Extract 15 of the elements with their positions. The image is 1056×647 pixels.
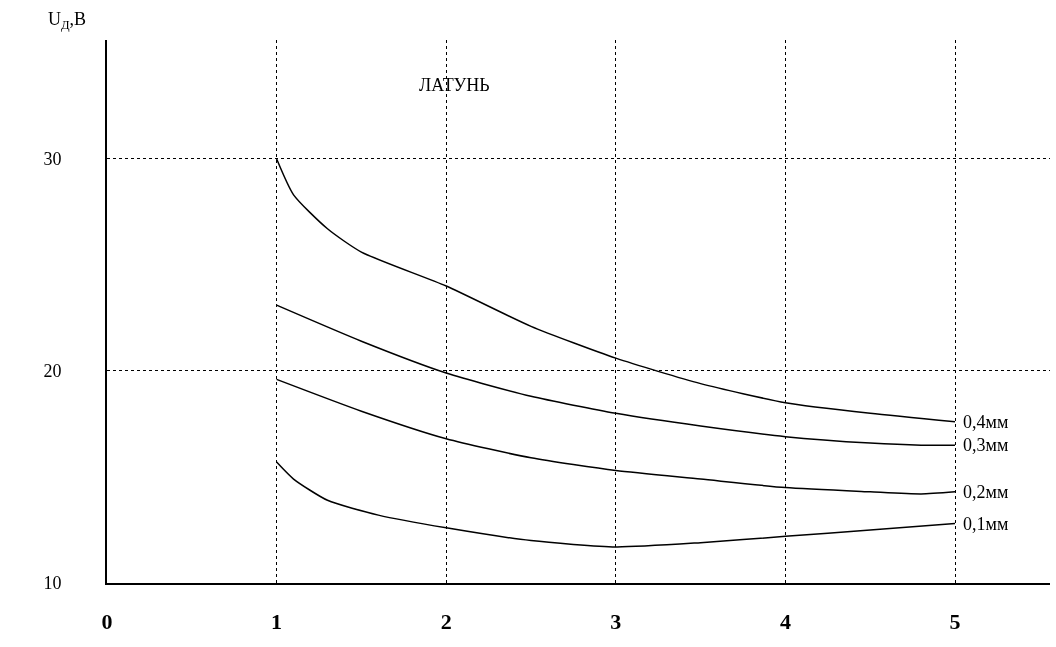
y-tick-label: 10: [43, 573, 62, 594]
x-tick-label: 2: [440, 609, 452, 635]
y-tick-label: 30: [43, 149, 62, 170]
x-tick-label: 5: [949, 609, 961, 635]
y-axis-title: U$_{Д}$,В: [48, 9, 87, 32]
x-tick-label: 0: [101, 609, 113, 635]
x-tick-label: 4: [779, 609, 791, 635]
y-tick-label: 20: [43, 361, 62, 382]
series-label: 0,4мм: [963, 412, 1009, 432]
x-tick-label: 1: [271, 609, 283, 635]
x-tick-label: 3: [610, 609, 622, 635]
text: ЛАТУНЬ: [419, 75, 490, 95]
series-label: 0,3мм: [963, 435, 1009, 455]
series-label: 0,1мм: [963, 514, 1009, 534]
series-label: 0,2мм: [963, 482, 1009, 502]
